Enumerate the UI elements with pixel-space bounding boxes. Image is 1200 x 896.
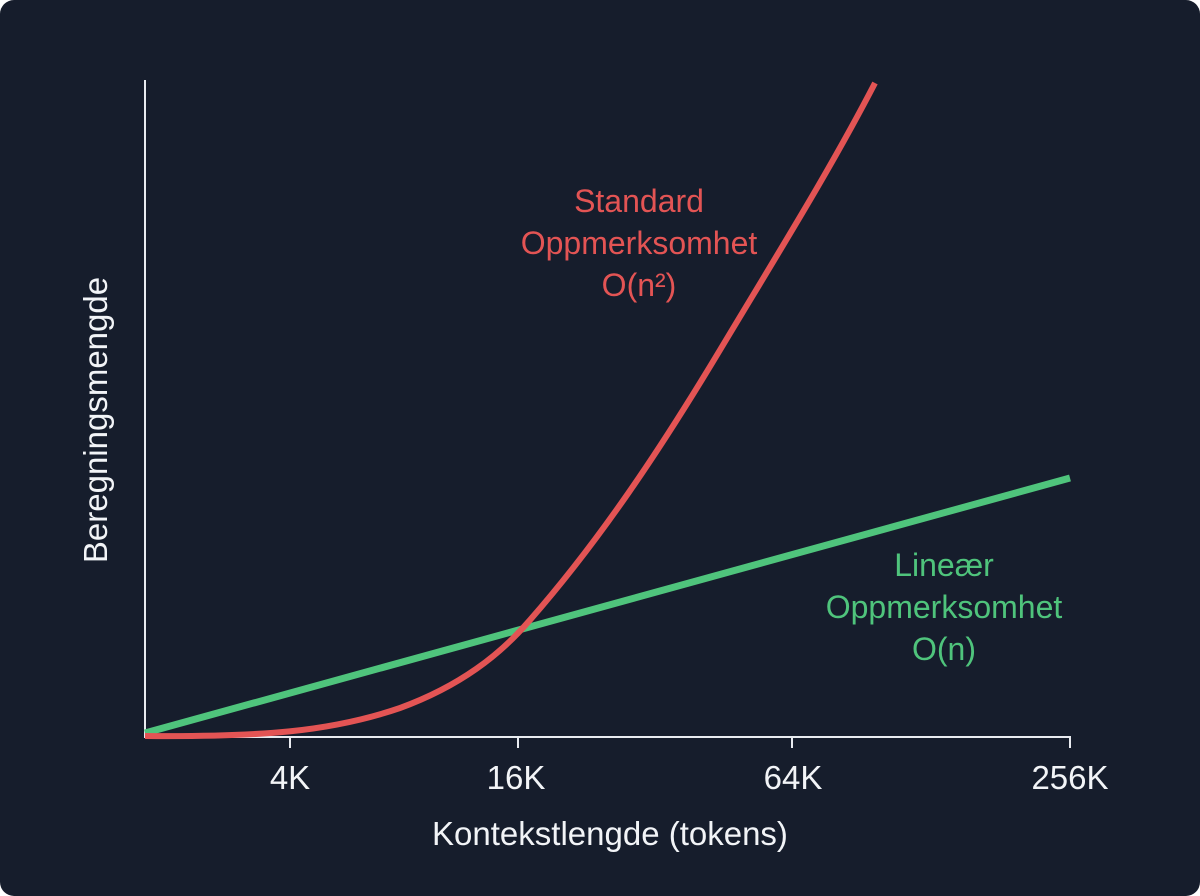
tick-label-256k: 256K — [1031, 759, 1108, 796]
tick-label-64k: 64K — [764, 759, 823, 796]
x-ticks — [289, 737, 1071, 748]
annotation-linear-line1: Lineær — [894, 547, 994, 583]
annotation-standard-line2: Oppmerksomhet — [521, 225, 758, 261]
tick-label-16k: 16K — [487, 759, 546, 796]
annotation-standard-line3: O(n²) — [602, 267, 677, 303]
series-standard-curve — [144, 81, 878, 740]
tick-label-4k: 4K — [270, 759, 310, 796]
annotation-linear: Lineær Oppmerksomhet O(n) — [826, 547, 1063, 667]
annotation-linear-line2: Oppmerksomhet — [826, 589, 1063, 625]
y-axis-title: Beregningsmengde — [77, 277, 114, 563]
annotation-standard: Standard Oppmerksomhet O(n²) — [521, 183, 758, 303]
x-axis-title: Kontekstlengde (tokens) — [432, 815, 788, 852]
annotation-linear-line3: O(n) — [912, 631, 976, 667]
annotation-standard-line1: Standard — [574, 183, 704, 219]
series-linear-line — [144, 474, 1071, 737]
